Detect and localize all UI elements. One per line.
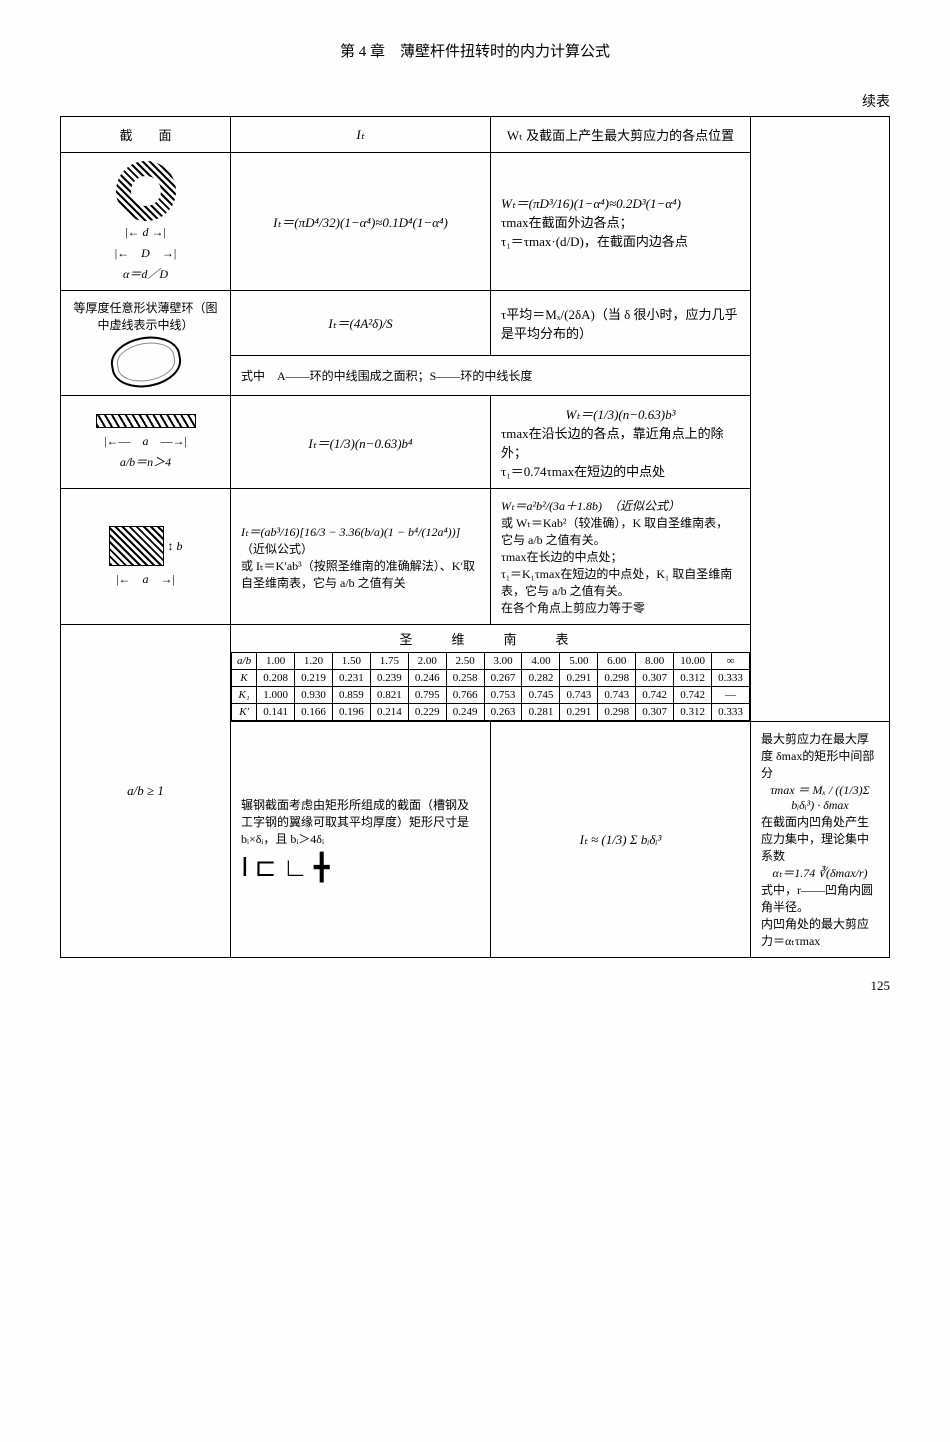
i-hollow-circle: Iₜ＝(πD⁴/32)(1−α⁴)≈0.1D⁴(1−α⁴): [231, 153, 491, 291]
sv-cell: 0.141: [257, 704, 295, 721]
sv-cell: a/b: [232, 653, 257, 670]
steel-shapes-icon: Ⅰ⊏∟╋: [241, 853, 480, 883]
sv-cell: 0.742: [674, 687, 712, 704]
sv-cell: 0.859: [332, 687, 370, 704]
sv-cell: ∞: [712, 653, 750, 670]
sv-cell: 0.745: [522, 687, 560, 704]
sv-cell: 0.258: [446, 670, 484, 687]
sv-cell: 0.263: [484, 704, 522, 721]
sv-cell: 0.795: [408, 687, 446, 704]
w-rect: Wₜ＝a²b²/(3a＋1.8b) （近似公式） 或 Wₜ＝Kab²（较准确），…: [491, 489, 751, 625]
thin-ring-diagram: [107, 331, 185, 392]
sv-cell: 0.312: [674, 704, 712, 721]
sv-cell: 0.766: [446, 687, 484, 704]
section-thin-ring: 等厚度任意形状薄壁环（图中虚线表示中线）: [61, 291, 231, 396]
hollow-circle-diagram: [116, 161, 176, 221]
sv-cell: 0.267: [484, 670, 522, 687]
sv-cell: 6.00: [598, 653, 636, 670]
sv-cell: 5.00: [560, 653, 598, 670]
sv-cell: 4.00: [522, 653, 560, 670]
section-sv-cond: a/b ≥ 1: [61, 625, 231, 958]
sv-cell: 0.239: [370, 670, 408, 687]
sv-cell: K₁: [232, 687, 257, 704]
sv-cell: 10.00: [674, 653, 712, 670]
section-rect: ↕ b |← a →|: [61, 489, 231, 625]
sv-cell: 0.229: [408, 704, 446, 721]
sv-cell: 0.333: [712, 670, 750, 687]
i-narrow-rect: Iₜ＝(1/3)(n−0.63)b⁴: [231, 396, 491, 489]
sv-cell: 1.50: [332, 653, 370, 670]
sv-cell: 0.821: [370, 687, 408, 704]
sv-cell: 2.00: [408, 653, 446, 670]
sv-cell: 0.219: [295, 670, 333, 687]
continue-label: 续表: [60, 91, 890, 111]
sv-cell: 0.753: [484, 687, 522, 704]
sv-cell: 0.298: [598, 704, 636, 721]
sv-cell: 0.291: [560, 704, 598, 721]
sv-cell: 0.307: [636, 670, 674, 687]
formula-table: 截 面 Iₜ Wₜ 及截面上产生最大剪应力的各点位置 |← d →| |← D …: [60, 116, 890, 958]
sv-cell: 1.20: [295, 653, 333, 670]
sv-cell: 0.208: [257, 670, 295, 687]
sv-cell: 0.231: [332, 670, 370, 687]
page-number: 125: [60, 978, 890, 994]
sv-cell: K: [232, 670, 257, 687]
sv-cell: 0.291: [560, 670, 598, 687]
sv-title: 圣 维 南 表: [231, 625, 750, 652]
sv-table-cell: 圣 维 南 表 a/b1.001.201.501.752.002.503.004…: [231, 625, 751, 722]
i-steel: Iₜ ≈ (1/3) Σ bᵢδᵢ³: [491, 722, 751, 958]
section-steel: 辗钢截面考虑由矩形所组成的截面（槽钢及工字钢的翼缘可取其平均厚度）矩形尺寸是 b…: [231, 722, 491, 958]
sv-row-kp: K′0.1410.1660.1960.2140.2290.2490.2630.2…: [232, 704, 750, 721]
saint-venant-table: a/b1.001.201.501.752.002.503.004.005.006…: [231, 652, 750, 721]
sv-cell: —: [712, 687, 750, 704]
sv-cell: 0.214: [370, 704, 408, 721]
sv-cell: 1.00: [257, 653, 295, 670]
sv-cell: 1.000: [257, 687, 295, 704]
sv-cell: 0.333: [712, 704, 750, 721]
sv-row-k: K0.2080.2190.2310.2390.2460.2580.2670.28…: [232, 670, 750, 687]
w-narrow-rect: Wₜ＝(1/3)(n−0.63)b³ τmax在沿长边的各点，靠近角点上的除外；…: [491, 396, 751, 489]
sv-cell: 0.196: [332, 704, 370, 721]
sv-cell: 0.307: [636, 704, 674, 721]
sv-cell: 0.281: [522, 704, 560, 721]
section-hollow-circle: |← d →| |← D →| α＝d／D: [61, 153, 231, 291]
narrow-rect-diagram: [96, 414, 196, 428]
section-narrow-rect: |←— a —→| a/b＝n＞4: [61, 396, 231, 489]
sv-cell: 0.246: [408, 670, 446, 687]
sv-cell: 0.312: [674, 670, 712, 687]
sv-cell: 0.166: [295, 704, 333, 721]
w-steel: 最大剪应力在最大厚度 δmax的矩形中间部分 τmax ＝ Mₓ / ((1/3…: [751, 722, 890, 958]
sv-cell: 0.282: [522, 670, 560, 687]
sv-cell: 8.00: [636, 653, 674, 670]
sv-cell: 0.742: [636, 687, 674, 704]
sv-cell: 2.50: [446, 653, 484, 670]
sv-cell: 0.298: [598, 670, 636, 687]
sv-cell: K′: [232, 704, 257, 721]
sv-cell: 1.75: [370, 653, 408, 670]
header-i: Iₜ: [231, 117, 491, 153]
i-rect: Iₜ＝(ab³/16)[16/3 − 3.36(b/a)(1 − b⁴/(12a…: [231, 489, 491, 625]
sv-cell: 0.743: [598, 687, 636, 704]
i-thin-ring: Iₜ＝(4A²δ)/S: [231, 291, 491, 356]
header-section: 截 面: [61, 117, 231, 153]
chapter-title: 第 4 章 薄壁杆件扭转时的内力计算公式: [60, 40, 890, 61]
w-hollow-circle: Wₜ＝(πD³/16)(1−α⁴)≈0.2D³(1−α⁴) τmax在截面外边各…: [491, 153, 751, 291]
thin-ring-note: 式中 A——环的中线围成之面积；S——环的中线长度: [231, 355, 751, 395]
sv-row-head: a/b1.001.201.501.752.002.503.004.005.006…: [232, 653, 750, 670]
sv-cell: 0.743: [560, 687, 598, 704]
sv-cell: 0.930: [295, 687, 333, 704]
sv-cell: 0.249: [446, 704, 484, 721]
sv-row-k1: K₁1.0000.9300.8590.8210.7950.7660.7530.7…: [232, 687, 750, 704]
sv-cell: 3.00: [484, 653, 522, 670]
rect-diagram: [109, 526, 164, 566]
header-w: Wₜ 及截面上产生最大剪应力的各点位置: [491, 117, 751, 153]
w-thin-ring: τ平均＝Mₓ/(2δA)（当 δ 很小时，应力几乎是平均分布的）: [491, 291, 751, 356]
